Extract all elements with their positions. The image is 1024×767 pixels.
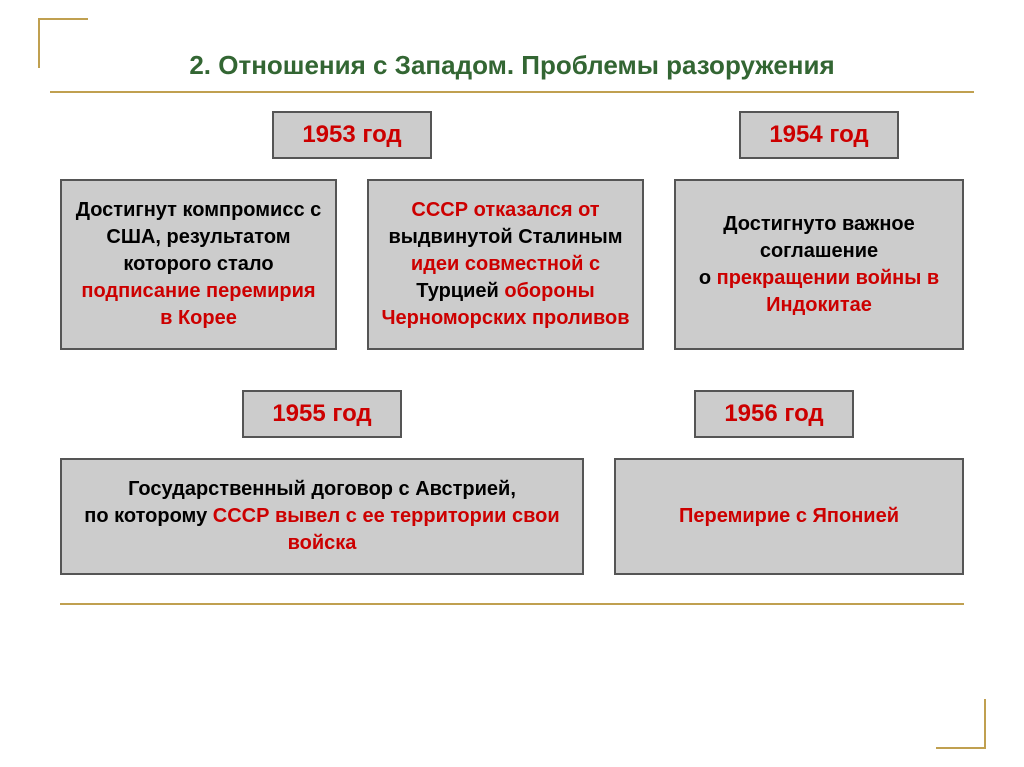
box-korea-text1: Достигнут компромисс с США, результатом … — [76, 199, 322, 275]
box-japan-text: Перемирие с Японией — [679, 503, 899, 530]
bottom-divider — [60, 603, 964, 605]
box-austria-l1: Государственный договор с Австрией, — [128, 478, 516, 500]
box-turkey-t2: выдвинутой — [388, 226, 512, 248]
row2-boxes: Государственный договор с Австрией, по к… — [60, 458, 964, 575]
box-korea-text2: подписание перемирия в Корее — [81, 280, 315, 329]
row1-boxes: Достигнут компромисс с США, результатом … — [60, 179, 964, 350]
box-japan: Перемирие с Японией — [614, 458, 964, 575]
year-1955: 1955 год — [242, 390, 401, 438]
box-korea: Достигнут компромисс с США, результатом … — [60, 179, 337, 350]
year-1953: 1953 год — [272, 111, 431, 159]
box-austria-l2b: СССР вывел с ее территории свои войска — [213, 505, 560, 554]
box-turkey-t1: СССР отказался от — [411, 199, 599, 221]
box-indochina-t1: Достигнуто важное соглашение — [723, 213, 915, 262]
box-indochina: Достигнуто важное соглашение о прекращен… — [674, 179, 964, 350]
slide-title: 2. Отношения с Западом. Проблемы разоруж… — [50, 50, 974, 93]
box-austria-l2a: по которому — [84, 505, 207, 527]
box-turkey-t5: Турцией — [416, 280, 499, 302]
content-area: 1953 год 1954 год Достигнут компромисс с… — [50, 111, 974, 605]
frame-corner-bottom-right — [936, 699, 986, 749]
box-turkey: СССР отказался от выдвинутой Сталиным ид… — [367, 179, 644, 350]
row2-years: 1955 год 1956 год — [60, 390, 964, 438]
year-1956: 1956 год — [694, 390, 853, 438]
box-austria: Государственный договор с Австрией, по к… — [60, 458, 584, 575]
box-indochina-t2b: прекращении войны в Индокитае — [717, 267, 940, 316]
year-1954: 1954 год — [739, 111, 898, 159]
box-turkey-t4: идеи совместной с — [411, 253, 600, 275]
box-indochina-t2a: о — [699, 267, 711, 289]
box-turkey-t3: Сталиным — [518, 226, 622, 248]
row1-years: 1953 год 1954 год — [60, 111, 964, 159]
frame-corner-top-left — [38, 18, 88, 68]
